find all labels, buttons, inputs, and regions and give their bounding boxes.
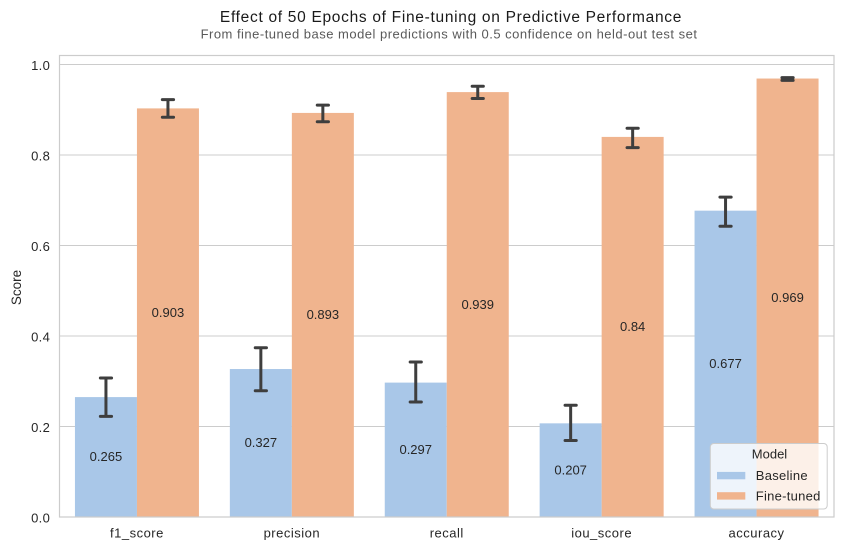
svg-text:0.207: 0.207 [554, 462, 587, 477]
svg-text:Model: Model [752, 447, 788, 462]
svg-text:0.327: 0.327 [245, 435, 278, 450]
svg-text:0.265: 0.265 [90, 449, 123, 464]
svg-text:0.297: 0.297 [399, 442, 432, 457]
svg-text:From fine-tuned base model pre: From fine-tuned base model predictions w… [201, 27, 698, 42]
svg-text:0.677: 0.677 [709, 356, 742, 371]
svg-text:0.0: 0.0 [31, 510, 50, 525]
svg-text:precision: precision [264, 526, 321, 541]
svg-text:0.939: 0.939 [461, 297, 494, 312]
svg-text:1.0: 1.0 [31, 58, 50, 73]
svg-text:0.84: 0.84 [620, 319, 645, 334]
svg-text:Effect of 50 Epochs of Fine-tu: Effect of 50 Epochs of Fine-tuning on Pr… [220, 9, 682, 26]
svg-text:f1_score: f1_score [110, 526, 164, 541]
svg-text:0.2: 0.2 [31, 420, 50, 435]
svg-text:Score: Score [9, 270, 24, 305]
svg-text:accuracy: accuracy [729, 526, 785, 541]
svg-text:0.969: 0.969 [771, 290, 804, 305]
svg-text:0.893: 0.893 [307, 307, 340, 322]
svg-text:0.6: 0.6 [31, 239, 50, 254]
svg-text:0.4: 0.4 [31, 329, 50, 344]
svg-text:0.903: 0.903 [152, 305, 185, 320]
svg-text:Baseline: Baseline [756, 468, 808, 483]
svg-text:Fine-tuned: Fine-tuned [756, 488, 821, 503]
svg-text:iou_score: iou_score [571, 526, 632, 541]
svg-text:recall: recall [430, 526, 464, 541]
svg-text:0.8: 0.8 [31, 148, 50, 163]
